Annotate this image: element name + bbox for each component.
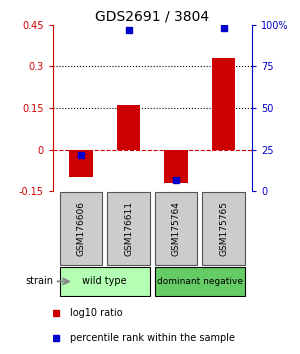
FancyBboxPatch shape [60,267,150,296]
Bar [117,105,140,149]
FancyBboxPatch shape [154,192,197,265]
Text: dominant negative: dominant negative [157,277,243,286]
Text: strain: strain [26,276,53,286]
FancyBboxPatch shape [60,192,102,265]
Text: wild type: wild type [82,276,127,286]
Text: log10 ratio: log10 ratio [70,308,123,318]
Bar [212,58,236,149]
Text: GSM176606: GSM176606 [76,201,85,256]
Text: GSM175765: GSM175765 [219,201,228,256]
Bar [164,149,188,183]
FancyBboxPatch shape [107,192,150,265]
Title: GDS2691 / 3804: GDS2691 / 3804 [95,10,209,24]
FancyBboxPatch shape [202,192,245,265]
Text: percentile rank within the sample: percentile rank within the sample [70,333,236,343]
Text: GSM175764: GSM175764 [172,201,181,256]
Bar [69,149,93,177]
FancyBboxPatch shape [154,267,245,296]
Text: GSM176611: GSM176611 [124,201,133,256]
